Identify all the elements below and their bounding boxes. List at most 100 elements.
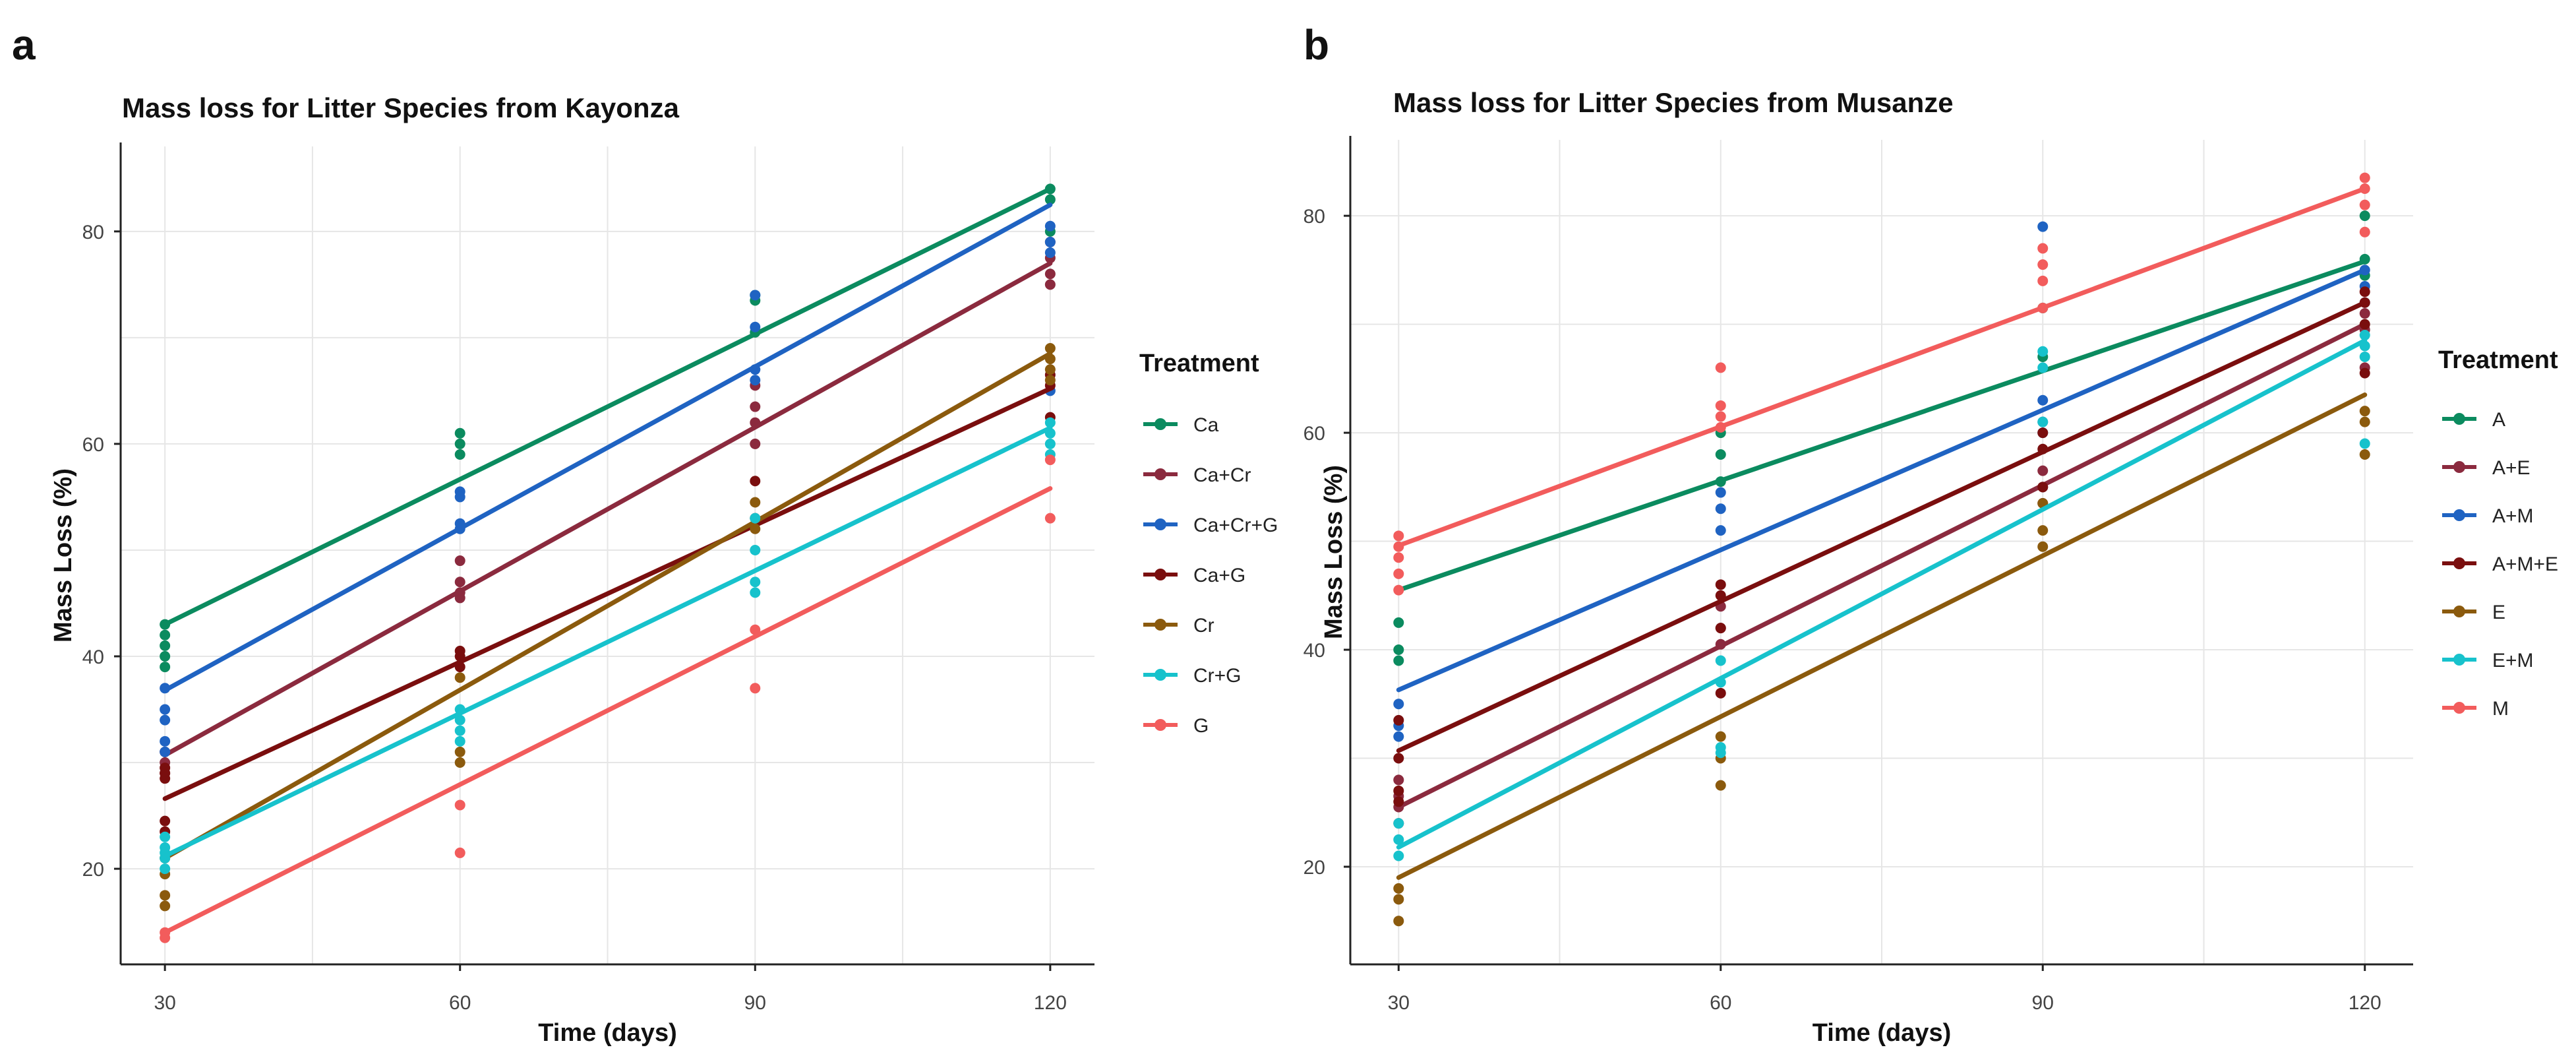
data-point bbox=[1715, 503, 1726, 515]
data-point bbox=[1393, 785, 1404, 796]
legend-item: A bbox=[2442, 409, 2505, 431]
data-point bbox=[1715, 623, 1726, 634]
data-point bbox=[1715, 747, 1726, 759]
data-point bbox=[454, 746, 465, 757]
x-tick-label: 30 bbox=[1388, 992, 1410, 1014]
data-point bbox=[1393, 644, 1404, 656]
data-point bbox=[1044, 279, 1056, 290]
trend-line bbox=[162, 351, 1053, 861]
chart-title: Mass loss for Litter Species from Kayonz… bbox=[122, 92, 680, 123]
data-point bbox=[2359, 308, 2370, 319]
y-axis-title: Mass Loss (%) bbox=[49, 468, 77, 642]
data-point bbox=[160, 640, 171, 651]
data-point bbox=[750, 577, 761, 588]
data-point bbox=[750, 523, 761, 534]
legend-item: Ca+G bbox=[1143, 565, 1245, 586]
legend-swatch-dot bbox=[1154, 719, 1166, 731]
data-point bbox=[2037, 394, 2049, 406]
series-group bbox=[160, 183, 1056, 943]
legend-item: Cr bbox=[1143, 615, 1214, 637]
legend-item: A+E bbox=[2442, 457, 2531, 479]
series-g bbox=[160, 454, 1056, 943]
legend-label: A bbox=[2492, 409, 2505, 431]
x-axis-title: Time (days) bbox=[538, 1019, 676, 1047]
data-point bbox=[1715, 780, 1726, 791]
data-point bbox=[454, 427, 465, 439]
data-point bbox=[2359, 286, 2370, 297]
data-point bbox=[160, 704, 171, 715]
data-point bbox=[160, 890, 171, 901]
data-point bbox=[750, 290, 761, 301]
data-point bbox=[2359, 351, 2370, 362]
data-point bbox=[2359, 319, 2370, 330]
data-point bbox=[1393, 584, 1404, 596]
legend-label: Ca+Cr bbox=[1193, 464, 1251, 486]
data-point bbox=[2359, 406, 2370, 417]
data-point bbox=[2037, 275, 2049, 286]
series-e-m bbox=[1393, 330, 2370, 861]
legend-label: Ca+Cr+G bbox=[1193, 515, 1278, 536]
legend: Treatment A A+E A+M A+M+E E E+M M bbox=[2438, 346, 2558, 720]
data-point bbox=[1393, 714, 1404, 726]
data-point bbox=[1715, 579, 1726, 590]
legend-swatch-dot bbox=[2453, 509, 2465, 521]
x-axis-title: Time (days) bbox=[1812, 1019, 1951, 1047]
x-tick-label: 60 bbox=[1710, 992, 1731, 1014]
data-point bbox=[1393, 850, 1404, 861]
legend-label: Ca+G bbox=[1193, 565, 1245, 586]
y-tick-label: 60 bbox=[1303, 423, 1325, 445]
series-group bbox=[1393, 172, 2370, 927]
legend: Treatment Ca Ca+Cr Ca+Cr+G Ca+G Cr Cr+G G bbox=[1139, 350, 1278, 737]
legend-label: M bbox=[2492, 698, 2509, 720]
y-tick-label: 80 bbox=[82, 222, 104, 243]
chart-panel-b: b Mass loss for Litter Species from Musan… bbox=[1303, 21, 2558, 1047]
trend-line bbox=[1396, 259, 2368, 593]
data-point bbox=[1044, 342, 1056, 354]
panel-letter: a bbox=[12, 21, 36, 69]
legend-swatch-dot bbox=[1154, 468, 1166, 480]
data-point bbox=[454, 757, 465, 768]
data-point bbox=[160, 662, 171, 673]
data-point bbox=[454, 491, 465, 503]
trend-line bbox=[162, 386, 1053, 801]
data-point bbox=[2037, 362, 2049, 373]
data-point bbox=[2037, 541, 2049, 552]
series-ca-cr-g bbox=[160, 203, 1056, 757]
trend-line bbox=[1396, 186, 2368, 548]
data-point bbox=[1715, 731, 1726, 742]
data-point bbox=[160, 735, 171, 747]
trend-line bbox=[1396, 392, 2368, 880]
data-point bbox=[2359, 449, 2370, 460]
trend-line bbox=[162, 261, 1053, 758]
legend-item: Ca+Cr bbox=[1143, 464, 1251, 486]
legend-item: E+M bbox=[2442, 650, 2534, 672]
series-cr-g bbox=[160, 417, 1056, 875]
legend-label: Ca bbox=[1193, 414, 1219, 436]
trend-line bbox=[1396, 338, 2368, 850]
data-point bbox=[1393, 568, 1404, 579]
series-m bbox=[1393, 172, 2370, 596]
data-point bbox=[750, 476, 761, 487]
data-point bbox=[1044, 454, 1056, 466]
legend-swatch-dot bbox=[1154, 569, 1166, 580]
data-point bbox=[2037, 427, 2049, 439]
data-point bbox=[454, 438, 465, 449]
data-point bbox=[1044, 513, 1056, 524]
legend-label: E bbox=[2492, 602, 2505, 623]
data-point bbox=[2037, 346, 2049, 357]
legend-title: Treatment bbox=[1139, 350, 1259, 377]
data-point bbox=[1044, 375, 1056, 386]
data-point bbox=[1044, 268, 1056, 280]
grid bbox=[121, 146, 1094, 964]
legend-swatch-dot bbox=[2453, 654, 2465, 666]
data-point bbox=[1044, 438, 1056, 449]
data-point bbox=[2037, 525, 2049, 536]
y-tick-label: 20 bbox=[82, 859, 104, 881]
data-point bbox=[160, 773, 171, 784]
legend-swatch-dot bbox=[2453, 413, 2465, 425]
data-point bbox=[1715, 411, 1726, 422]
x-tick-label: 90 bbox=[2032, 992, 2054, 1014]
panel-letter: b bbox=[1303, 21, 1329, 69]
data-point bbox=[2359, 330, 2370, 341]
data-point bbox=[454, 555, 465, 567]
